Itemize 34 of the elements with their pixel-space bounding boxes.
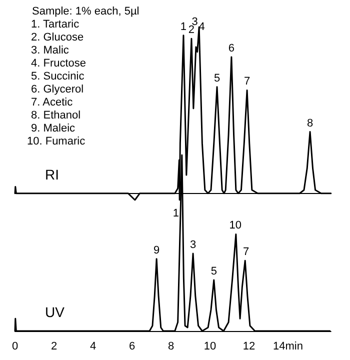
annotation: 3 <box>190 239 196 252</box>
annotation: 5 <box>210 265 217 278</box>
series-label: RI <box>45 166 59 182</box>
annotation: 7 <box>244 76 250 88</box>
annotation: 8 <box>306 117 314 130</box>
annotation: 8. Ethanol <box>31 110 81 122</box>
series-label: UV <box>45 304 66 320</box>
annotation: 6. Glycerol <box>31 84 84 96</box>
annotation: 10. Fumaric <box>27 136 86 148</box>
annotation: 1 <box>172 207 179 220</box>
x-tick-label: 10 <box>204 340 216 352</box>
annotation: 6 <box>228 42 235 54</box>
annotation: 7. Acetic <box>31 96 74 108</box>
annotation: 9. Maleic <box>31 122 76 134</box>
annotation: 10 <box>229 220 242 232</box>
annotation: 5. Succinic <box>31 70 85 82</box>
annotation: 5 <box>214 72 220 84</box>
annotation: 1. Tartaric <box>31 18 80 30</box>
x-tick-label: 2 <box>50 340 58 352</box>
annotation: 9 <box>154 244 160 256</box>
x-tick-label: 6 <box>128 340 136 352</box>
annotation: 7 <box>243 246 250 258</box>
annotation: 1 <box>180 20 187 33</box>
text: Sample: 1% each, 5µl <box>32 6 140 18</box>
x-tick-label: 14min <box>273 340 303 352</box>
x-tick-label: 4 <box>90 340 96 352</box>
annotation: 3. Malic <box>31 44 70 56</box>
annotation: 2 <box>188 24 195 36</box>
x-tick-label: 0 <box>12 340 18 352</box>
annotation: 4 <box>198 20 205 33</box>
annotation: 2. Glucose <box>31 32 84 44</box>
x-tick-label: 8 <box>168 340 174 352</box>
x-tick-label: 12 <box>242 340 256 352</box>
annotation: 4. Fructose <box>31 58 86 70</box>
